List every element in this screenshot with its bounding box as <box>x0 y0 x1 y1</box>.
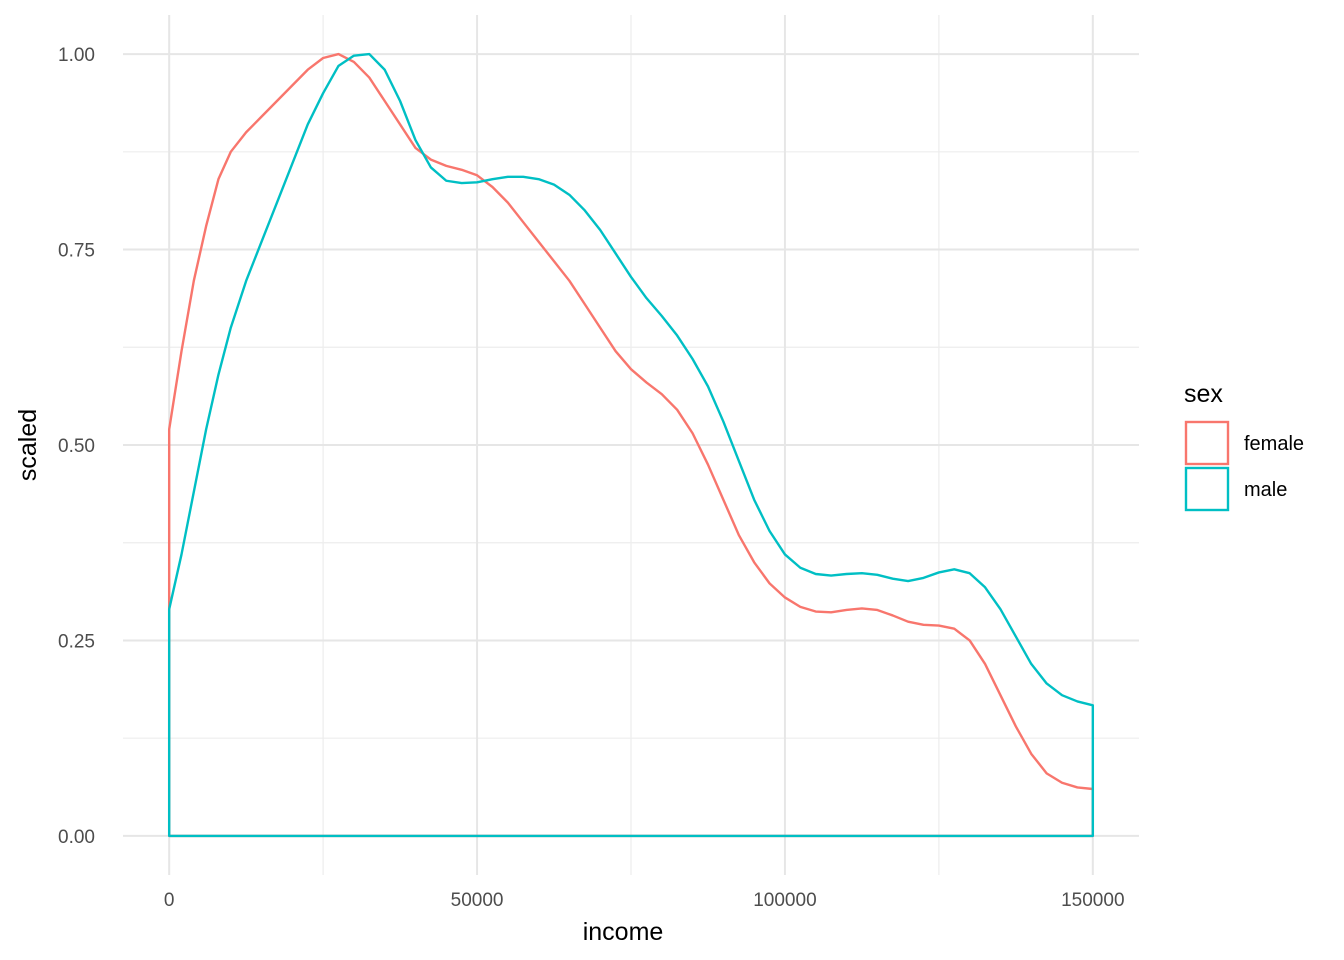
legend: sex female male <box>1184 380 1304 512</box>
x-tick-label: 150000 <box>1061 890 1124 911</box>
legend-key-female <box>1184 420 1230 466</box>
y-tick-label: 1.00 <box>58 45 95 66</box>
y-tick-label: 0.00 <box>58 827 95 848</box>
density-lines <box>167 52 1095 838</box>
y-tick-label: 0.25 <box>58 631 95 652</box>
x-tick-label: 50000 <box>451 890 504 911</box>
density-line-female <box>167 52 1095 838</box>
legend-title: sex <box>1184 380 1223 408</box>
density-line-male <box>167 52 1095 838</box>
x-tick-label: 0 <box>164 890 175 911</box>
y-tick-label: 0.50 <box>58 436 95 457</box>
minor-gridlines <box>123 15 1139 875</box>
x-axis-ticks: 0 50000 100000 150000 <box>164 890 1125 911</box>
y-axis-ticks: 0.00 0.25 0.50 0.75 1.00 <box>58 45 95 848</box>
legend-label-female: female <box>1244 433 1304 455</box>
legend-label-male: male <box>1244 479 1287 501</box>
y-tick-label: 0.75 <box>58 241 95 262</box>
x-axis-title: income <box>583 918 664 946</box>
x-tick-label: 100000 <box>753 890 816 911</box>
y-axis-title: scaled <box>14 409 42 481</box>
legend-key-male <box>1184 466 1230 512</box>
